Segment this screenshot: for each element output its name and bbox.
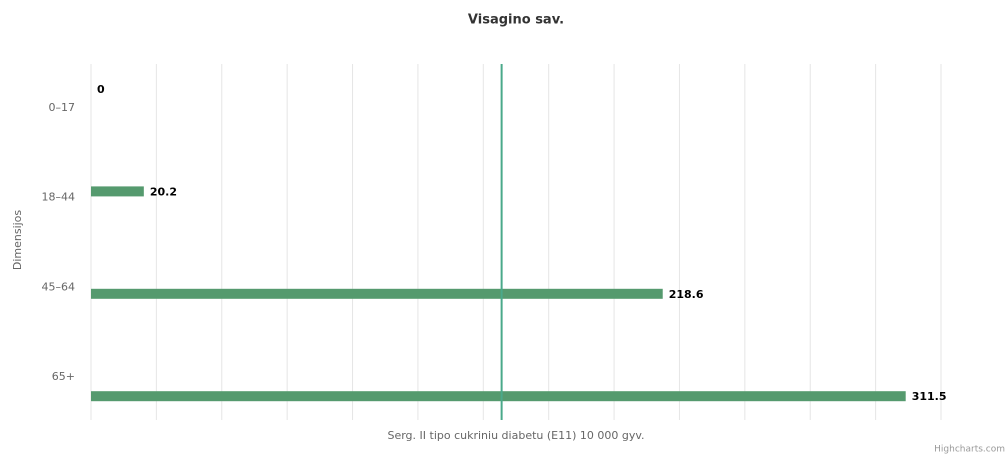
y-tick-label: 65+ (52, 370, 75, 383)
y-axis-title: Dimensijos (11, 210, 24, 271)
y-tick-label: 45–64 (42, 280, 76, 293)
data-label: 218.6 (669, 288, 704, 301)
chart-title: Visagino sav. (468, 13, 564, 28)
bar (91, 288, 663, 299)
bar (91, 391, 906, 402)
data-label: 0 (97, 83, 105, 96)
credits[interactable]: Highcharts.com (934, 445, 1005, 455)
y-tick-label: 18–44 (42, 191, 76, 204)
bar (91, 186, 144, 197)
data-label: 20.2 (150, 185, 177, 198)
y-tick-label: 0–17 (49, 101, 76, 114)
x-axis-title: Serg. II tipo cukriniu diabetu (E11) 10 … (387, 429, 644, 442)
data-label: 311.5 (912, 390, 947, 403)
